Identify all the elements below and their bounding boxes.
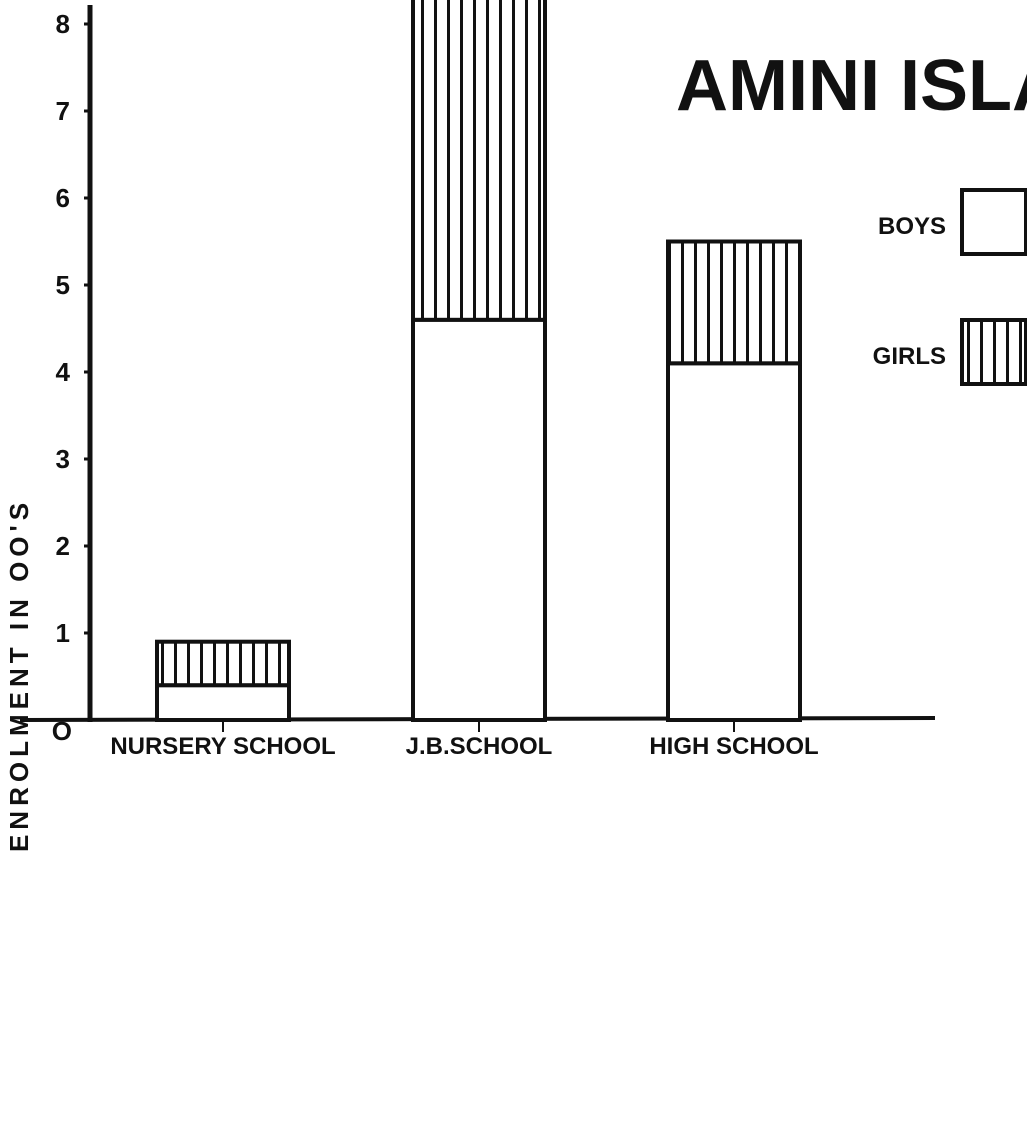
y-ticks: O 1 2 3 4 5 6 7 8 bbox=[52, 9, 90, 746]
x-tick-labels: NURSERY SCHOOL J.B.SCHOOL HIGH SCHOOL bbox=[110, 720, 819, 760]
legend-swatch-boys bbox=[960, 188, 1027, 256]
chart-title: AMINI ISLAND bbox=[676, 46, 1027, 126]
legend-label-boys: BOYS bbox=[878, 213, 946, 240]
bar-segment-boys bbox=[155, 683, 291, 723]
y-tick-label: 8 bbox=[56, 9, 70, 39]
y-tick-label: 3 bbox=[56, 444, 70, 474]
bar-segment-boys bbox=[411, 317, 547, 722]
bar-segment-girls bbox=[155, 639, 291, 688]
y-tick-label: 4 bbox=[56, 357, 71, 387]
x-tick-label: HIGH SCHOOL bbox=[649, 733, 818, 760]
y-tick-label: 5 bbox=[56, 270, 70, 300]
bar-segment-girls bbox=[411, 0, 547, 322]
legend-swatch-girls bbox=[960, 318, 1027, 386]
y-tick-label: 7 bbox=[56, 96, 70, 126]
y-tick-label: 6 bbox=[56, 183, 70, 213]
bar-segment-boys bbox=[666, 361, 802, 722]
legend: BOYS GIRLS bbox=[873, 188, 1027, 386]
x-tick-label: NURSERY SCHOOL bbox=[110, 733, 335, 760]
y-tick-label: 2 bbox=[56, 531, 70, 561]
y-tick-label: O bbox=[52, 716, 72, 746]
y-tick-label: 1 bbox=[56, 618, 70, 648]
legend-label-girls: GIRLS bbox=[873, 343, 946, 370]
x-tick-label: J.B.SCHOOL bbox=[406, 733, 553, 760]
y-axis-label: ENROLMENT IN OO'S bbox=[4, 498, 34, 852]
bar-segment-girls bbox=[666, 239, 802, 366]
